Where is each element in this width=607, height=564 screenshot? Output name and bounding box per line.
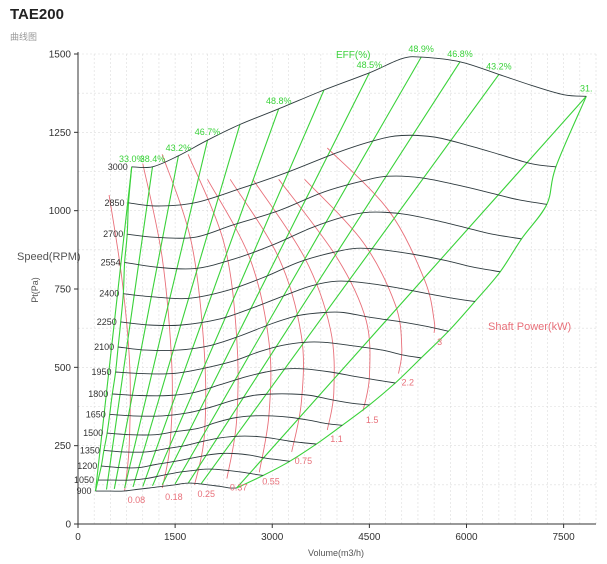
speed-curve	[112, 368, 396, 397]
y-axis-label: Pt(Pa)	[30, 277, 40, 303]
power-curve	[304, 178, 403, 374]
speed-curve	[118, 311, 449, 352]
shaft-power-curves	[108, 147, 436, 492]
speed-label: 1050	[74, 475, 94, 485]
efficiency-label: 46.7%	[195, 127, 221, 137]
speed-label: 2554	[101, 257, 121, 267]
power-label: 3	[437, 337, 442, 347]
efficiency-label: 43.2%	[166, 143, 192, 153]
power-curve	[207, 179, 272, 473]
x-tick-label: 6000	[455, 532, 478, 543]
speed-label: 900	[76, 486, 91, 496]
power-label: 1.5	[366, 415, 379, 425]
speed-curve	[123, 247, 501, 300]
power-curve	[108, 194, 131, 492]
power-curve	[229, 179, 304, 452]
efficiency-label: 48.5%	[357, 60, 383, 70]
y-tick-label: 1000	[49, 206, 72, 217]
axes: 0 1500 3000 4500 6000 7500 0 250 500 750 1000 1250 1…	[49, 50, 596, 543]
speed-label: 1650	[86, 409, 106, 419]
y-tick-label: 250	[54, 441, 71, 452]
efficiency-lines	[94, 56, 587, 492]
x-tick-label: 0	[75, 532, 81, 543]
power-label: 0.18	[165, 492, 183, 502]
speed-curve	[128, 134, 556, 207]
power-label: 0.55	[262, 476, 280, 486]
x-axis-label: Volume(m3/h)	[308, 548, 364, 558]
power-label: 0.37	[230, 483, 248, 493]
power-curve	[278, 179, 371, 412]
power-label: 0.75	[295, 456, 313, 466]
speed-label: 3000	[108, 162, 128, 172]
efficiency-label: 33.0%	[119, 154, 145, 164]
efficiency-label: 43.2%	[486, 61, 512, 71]
speed-label: 1200	[77, 461, 97, 471]
efficiency-line	[161, 72, 370, 486]
speed-curve	[124, 211, 522, 270]
x-tick-label: 7500	[553, 532, 576, 543]
x-tick-label: 4500	[358, 532, 381, 543]
y-tick-label: 750	[54, 285, 71, 296]
power-curve	[142, 163, 173, 489]
speed-curves	[95, 56, 587, 492]
power-curve	[326, 147, 436, 333]
y-tick-label: 0	[65, 520, 71, 531]
labels: 0.08 0.18 0.250.370.550.751.11.52.2333.0%3…	[74, 44, 593, 505]
speed-curve	[107, 415, 343, 436]
speed-label: 1950	[92, 367, 112, 377]
efficiency-label: 48.9%	[408, 44, 434, 54]
efficiency-line	[236, 95, 587, 489]
power-label: 0.25	[198, 489, 216, 499]
power-label: 0.08	[128, 495, 146, 505]
efficiency-label: 38.4%	[140, 154, 166, 164]
power-label: 2.2	[402, 378, 415, 388]
power-legend-title: Shaft Power(kW)	[488, 321, 571, 333]
speed-curve	[131, 56, 587, 169]
efficiency-line	[105, 166, 154, 490]
speed-label: 1800	[88, 389, 108, 399]
power-label: 1.1	[330, 434, 343, 444]
speed-curve	[127, 175, 547, 239]
efficiency-label: 31.	[580, 83, 593, 93]
grid	[78, 53, 597, 524]
y-tick-label: 1500	[49, 50, 72, 61]
efficiency-line	[124, 140, 209, 489]
efficiency-line	[132, 124, 241, 488]
efficiency-line	[200, 74, 500, 485]
speed-curve	[115, 341, 422, 375]
efficiency-line	[94, 166, 133, 492]
efficiency-line	[151, 89, 325, 487]
speed-label: 2250	[97, 317, 117, 327]
speed-curve	[103, 435, 317, 453]
speed-curve	[120, 280, 475, 327]
x-tick-label: 3000	[261, 532, 284, 543]
speed-label: 1500	[83, 428, 103, 438]
speed-label: 2700	[103, 229, 123, 239]
y-tick-label: 1250	[49, 128, 72, 139]
x-tick-label: 1500	[164, 532, 187, 543]
efficiency-line	[174, 56, 422, 485]
right-boundary	[236, 96, 587, 489]
speed-label: 2850	[104, 198, 124, 208]
efficiency-line	[187, 61, 461, 484]
efficiency-label: 46.8%	[447, 49, 473, 59]
efficiency-legend-title: EFF(%)	[336, 50, 370, 61]
y-tick-label: 500	[54, 363, 71, 374]
speed-legend-title: Speed(RPM)	[17, 251, 81, 263]
speed-curve	[98, 468, 264, 481]
efficiency-line	[113, 155, 179, 490]
speed-label: 1350	[80, 445, 100, 455]
efficiency-label: 48.8%	[266, 96, 292, 106]
speed-curve	[101, 452, 290, 469]
chart-subtitle: 曲线图	[10, 32, 38, 42]
efficiency-line	[142, 108, 280, 487]
speed-curve	[95, 482, 237, 492]
chart-title: TAE200	[10, 6, 64, 23]
power-curve	[252, 179, 335, 431]
speed-label: 2400	[99, 289, 119, 299]
speed-label: 2100	[94, 342, 114, 352]
speed-curve	[109, 393, 370, 417]
